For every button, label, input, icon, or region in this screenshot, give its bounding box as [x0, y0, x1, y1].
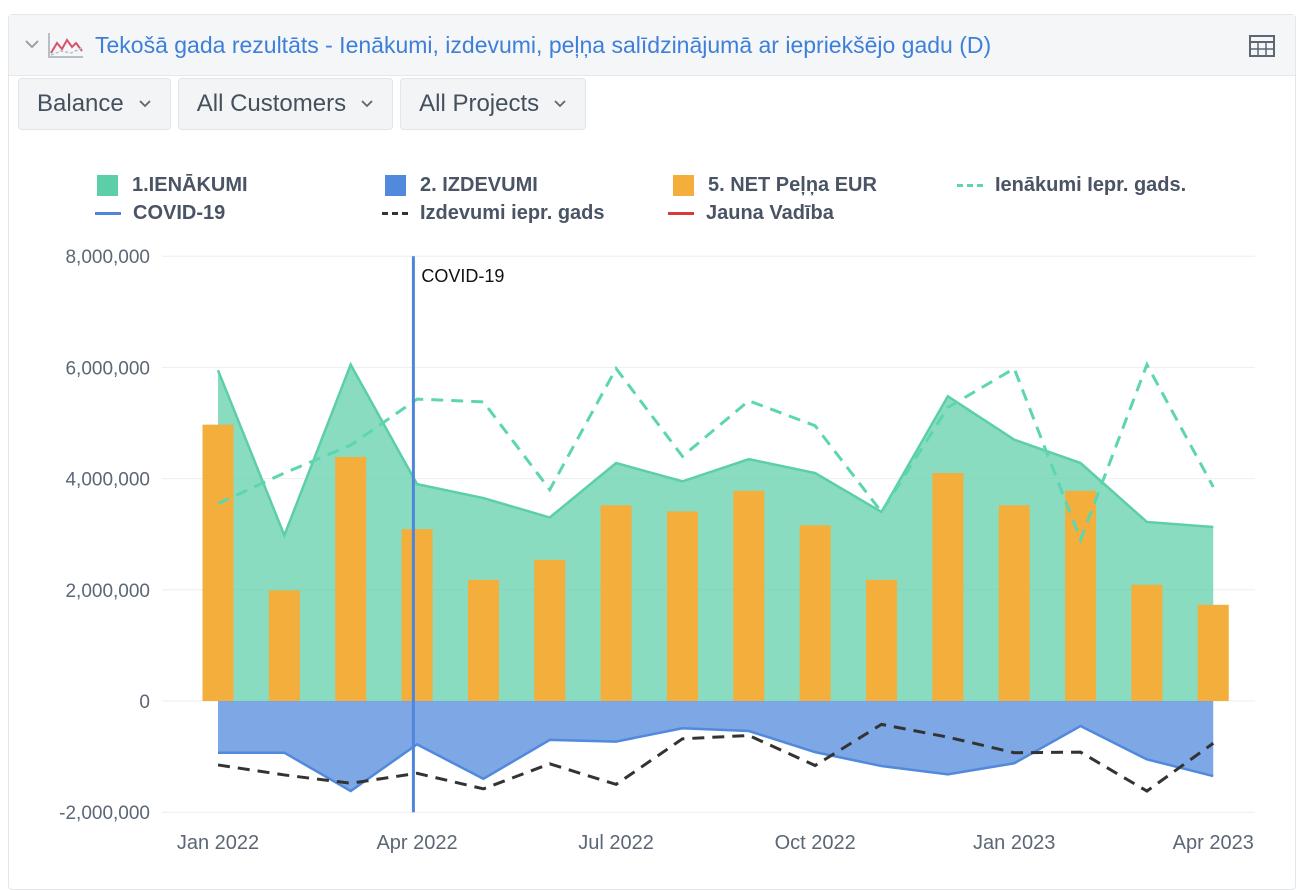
legend-swatch: [673, 175, 694, 196]
legend-label: 2. IZDEVUMI: [420, 174, 538, 196]
legend-label: 5. NET Peļņa EUR: [708, 174, 877, 196]
legend-swatch: [957, 184, 983, 187]
legend-label: Jauna Vadība: [706, 202, 834, 224]
legend-item-income[interactable]: 1.IENĀKUMI: [97, 174, 248, 197]
chart-legend: 1.IENĀKUMI 2. IZDEVUMI 5. NET Peļņa EUR …: [0, 0, 1304, 224]
chevron-down-icon: [554, 100, 566, 108]
legend-label: COVID-19: [133, 202, 226, 224]
legend-label: Ienākumi Iepr. gads.: [995, 174, 1187, 196]
chevron-down-icon: [361, 100, 373, 108]
legend-swatch: [382, 212, 408, 215]
legend-swatch: [95, 212, 121, 215]
chevron-down-icon[interactable]: [23, 35, 41, 53]
legend-item-expenses-prev[interactable]: Izdevumi iepr. gads: [382, 202, 605, 225]
projects-dropdown[interactable]: All Projects: [400, 78, 587, 130]
line-chart-icon: [47, 31, 85, 66]
customers-dropdown-label: All Customers: [196, 90, 347, 117]
balance-dropdown-label: Balance: [37, 90, 124, 117]
chevron-down-icon: [139, 100, 151, 108]
table-view-icon[interactable]: [1249, 35, 1275, 62]
chart-title[interactable]: Tekošā gada rezultāts - Ienākumi, izdevu…: [95, 32, 992, 58]
projects-dropdown-label: All Projects: [419, 90, 540, 117]
legend-swatch: [385, 175, 406, 196]
legend-swatch: [668, 212, 694, 215]
legend-item-income-prev[interactable]: Ienākumi Iepr. gads.: [957, 174, 1186, 197]
balance-dropdown[interactable]: Balance: [18, 78, 171, 130]
legend-item-expenses[interactable]: 2. IZDEVUMI: [385, 174, 538, 197]
chart-panel: Tekošā gada rezultāts - Ienākumi, izdevu…: [8, 14, 1296, 890]
filter-bar: Balance All Customers All Projects: [18, 78, 587, 132]
panel-header: Tekošā gada rezultāts - Ienākumi, izdevu…: [9, 15, 1295, 76]
legend-item-management[interactable]: Jauna Vadība: [668, 202, 834, 225]
customers-dropdown[interactable]: All Customers: [177, 78, 394, 130]
legend-label: 1.IENĀKUMI: [132, 174, 248, 196]
legend-item-net[interactable]: 5. NET Peļņa EUR: [673, 174, 877, 197]
legend-label: Izdevumi iepr. gads: [420, 202, 605, 224]
legend-item-covid[interactable]: COVID-19: [95, 202, 225, 225]
legend-swatch: [97, 175, 118, 196]
